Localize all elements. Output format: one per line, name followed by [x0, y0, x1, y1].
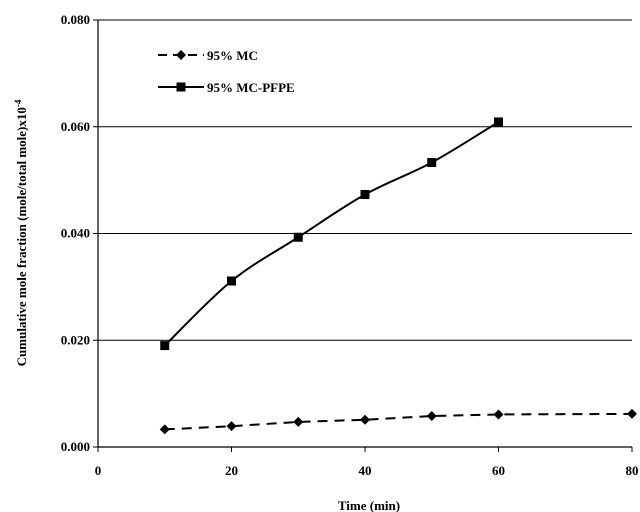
data-point-s0-3	[360, 414, 370, 425]
legend: 95% MC 95% MC-PFPE	[158, 48, 295, 95]
x-axis-title: Time (min)	[338, 498, 400, 512]
legend-item-95-mc: 95% MC	[158, 48, 258, 63]
data-point-s0-5	[493, 409, 504, 420]
data-point-s1-3	[360, 190, 370, 200]
data-point-s1-0	[160, 341, 170, 351]
x-axis-ticks: 0 20 40 60 80	[95, 447, 639, 478]
y-tick-label-3: 0.060	[61, 119, 90, 134]
y-axis-ticks: 0.000 0.020 0.040 0.060 0.080	[61, 12, 98, 454]
data-point-s0-0	[159, 424, 170, 435]
legend-marker-square	[176, 82, 186, 92]
gridlines	[98, 19, 632, 341]
data-point-s1-2	[293, 232, 303, 242]
y-axis-title: Cumulative mole fraction (mole/total mol…	[13, 99, 29, 366]
data-point-s0-1	[226, 421, 237, 432]
data-point-s0-2	[293, 416, 304, 427]
x-tick-label-1: 20	[225, 463, 238, 478]
legend-marker-diamond	[176, 50, 186, 60]
x-tick-label-4: 80	[626, 463, 639, 478]
series-layer	[159, 117, 637, 435]
y-axis-title-superscript: -4	[13, 99, 23, 107]
data-point-s1-1	[227, 276, 236, 286]
legend-item-95-mc-pfpe: 95% MC-PFPE	[158, 80, 295, 95]
legend-label-95-mc-pfpe: 95% MC-PFPE	[207, 80, 295, 95]
y-tick-label-4: 0.080	[61, 12, 90, 27]
data-point-s0-4	[426, 411, 437, 422]
y-tick-label-1: 0.020	[61, 332, 90, 347]
y-tick-label-0: 0.000	[61, 439, 90, 454]
x-tick-label-2: 40	[359, 463, 372, 478]
y-tick-label-2: 0.040	[61, 226, 90, 241]
series-line-1	[164, 121, 500, 347]
data-point-s1-4	[427, 158, 437, 168]
x-tick-label-0: 0	[95, 463, 102, 478]
data-point-s0-6	[627, 408, 637, 419]
data-point-s1-5	[494, 117, 503, 127]
y-axis-title-main: Cumulative mole fraction (mole/total mol…	[14, 107, 29, 366]
x-tick-label-3: 60	[492, 463, 505, 478]
legend-label-95-mc: 95% MC	[207, 48, 258, 63]
